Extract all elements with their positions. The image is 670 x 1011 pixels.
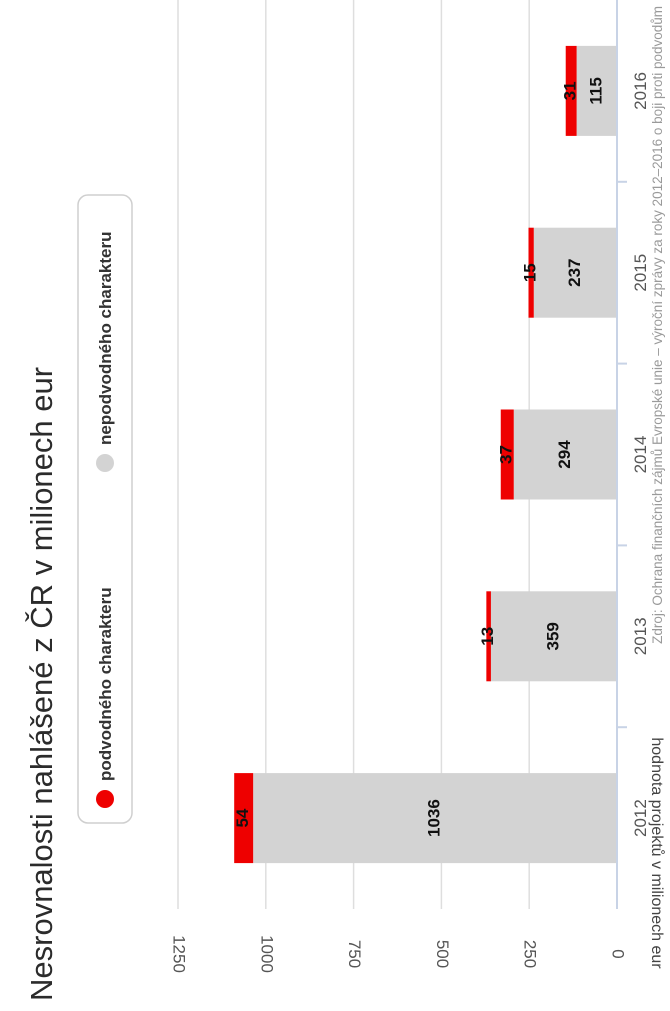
data-label: 237 — [565, 259, 584, 287]
bar-podvodneho-2012 — [234, 773, 254, 864]
bars — [234, 45, 618, 864]
x-tick-label: 2013 — [631, 617, 650, 655]
chart-title: Nesrovnalosti nahlášené z ČR v milionech… — [24, 367, 59, 1001]
y-axis: 0 250 500 750 1000 1250 — [170, 935, 628, 973]
y-tick-label: 0 — [609, 949, 628, 958]
bar-nepodvodneho-2013 — [490, 591, 617, 682]
y-axis-title: hodnota projektů v milionech eur — [648, 737, 666, 969]
gridlines — [177, 0, 530, 909]
legend-box — [77, 194, 133, 824]
y-tick-label: 750 — [345, 940, 364, 968]
data-label: 359 — [543, 622, 562, 650]
data-labels: 1036 54 359 13 294 37 237 15 115 31 — [233, 77, 605, 837]
bar-nepodvodneho-2016 — [576, 45, 617, 136]
data-label: 13 — [478, 627, 497, 646]
legend-label-nepodvodneho: nepodvodného charakteru — [96, 232, 115, 445]
x-axis: 2012 2013 2014 2015 2016 — [616, 0, 650, 909]
x-tick-label: 2015 — [631, 254, 650, 292]
bar-podvodneho-2014 — [500, 409, 514, 500]
data-label: 294 — [555, 440, 574, 469]
bar-podvodneho-2015 — [528, 227, 534, 318]
source-note: Zdroj: Ochrana finančních zájmů Evropské… — [650, 6, 665, 644]
data-label: 54 — [233, 808, 252, 827]
y-tick-label: 1000 — [257, 935, 276, 973]
legend-marker-nepodvodneho — [96, 454, 114, 472]
data-label: 31 — [561, 81, 580, 100]
bar-nepodvodneho-2014 — [513, 409, 617, 500]
bar-podvodneho-2016 — [565, 45, 577, 136]
data-label: 1036 — [425, 799, 444, 837]
bar-nepodvodneho-2012 — [253, 773, 617, 864]
y-tick-label: 250 — [521, 940, 540, 968]
x-tick-label: 2014 — [631, 436, 650, 474]
data-label: 15 — [521, 263, 540, 282]
bar-nepodvodneho-2015 — [533, 227, 618, 318]
y-tick-label: 1250 — [170, 935, 189, 973]
y-tick-label: 500 — [433, 940, 452, 968]
legend-marker-podvodneho — [96, 790, 114, 808]
data-label: 37 — [497, 445, 516, 464]
x-tick-label: 2012 — [631, 799, 650, 837]
legend: podvodného charakteru nepodvodného chara… — [77, 194, 133, 824]
data-label: 115 — [586, 77, 605, 104]
x-tick-label: 2016 — [631, 72, 650, 110]
legend-label-podvodneho: podvodného charakteru — [96, 587, 115, 781]
bar-podvodneho-2013 — [486, 591, 491, 682]
